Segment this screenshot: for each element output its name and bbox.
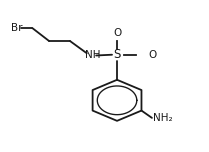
Text: O: O	[113, 28, 121, 38]
Text: Br: Br	[11, 23, 23, 33]
Text: NH: NH	[85, 50, 100, 60]
Text: S: S	[113, 48, 121, 61]
Text: O: O	[148, 50, 157, 60]
Text: NH₂: NH₂	[153, 113, 173, 123]
